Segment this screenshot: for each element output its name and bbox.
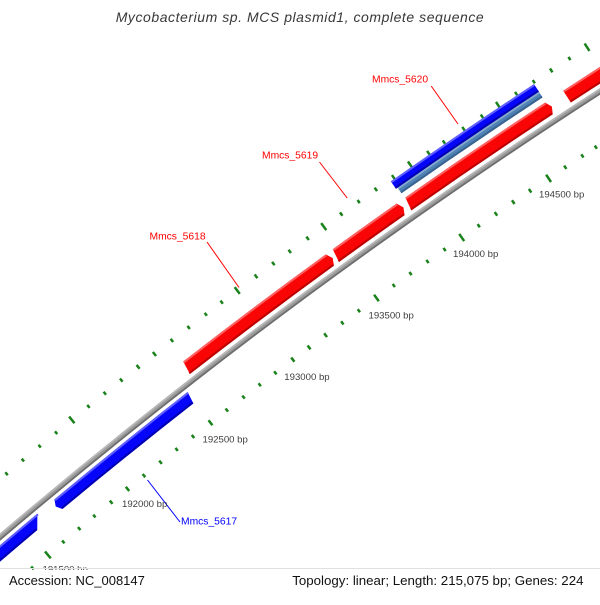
svg-text:Mycobacterium sp. MCS plasmid1: Mycobacterium sp. MCS plasmid1, complete… — [116, 9, 485, 25]
svg-text:Mmcs_5618: Mmcs_5618 — [150, 232, 206, 243]
svg-text:Mmcs_5619: Mmcs_5619 — [262, 151, 318, 162]
svg-text:193000 bp: 193000 bp — [284, 372, 329, 383]
svg-text:Mmcs_5620: Mmcs_5620 — [372, 75, 428, 86]
svg-text:Mmcs_5617: Mmcs_5617 — [181, 517, 237, 528]
svg-text:192500 bp: 192500 bp — [203, 435, 248, 446]
svg-text:192000 bp: 192000 bp — [122, 499, 167, 510]
svg-text:Topology: linear; Length: 215,: Topology: linear; Length: 215,075 bp; Ge… — [292, 573, 583, 588]
svg-text:194500 bp: 194500 bp — [539, 190, 584, 201]
svg-text:194000 bp: 194000 bp — [453, 249, 498, 260]
svg-text:193500 bp: 193500 bp — [369, 310, 414, 321]
svg-text:Accession: NC_008147: Accession: NC_008147 — [9, 573, 145, 588]
